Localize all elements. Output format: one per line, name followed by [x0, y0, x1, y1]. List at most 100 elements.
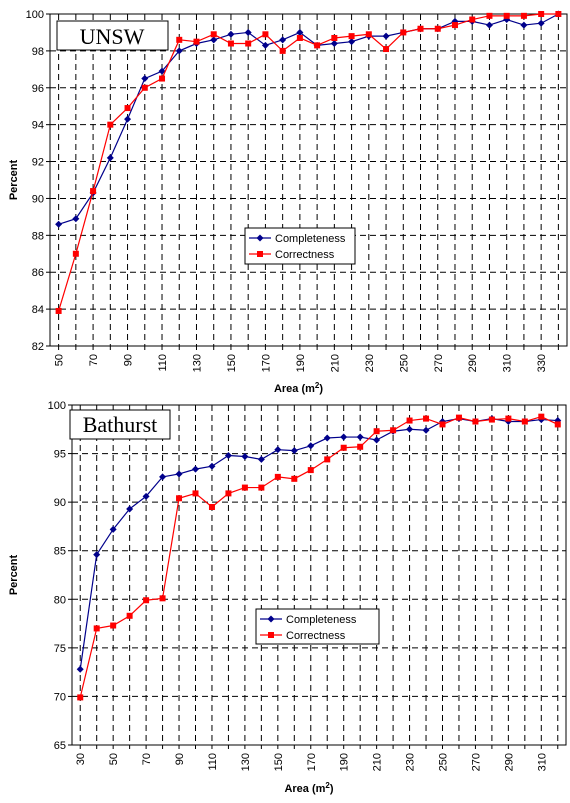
point-completeness — [208, 463, 215, 470]
point-correctness — [258, 485, 264, 491]
point-correctness — [357, 444, 363, 450]
point-completeness — [72, 215, 79, 222]
point-correctness — [407, 418, 413, 424]
y-tick-label: 65 — [54, 740, 66, 752]
point-correctness — [73, 251, 79, 257]
legend-marker — [268, 632, 274, 638]
y-tick-label: 95 — [54, 449, 66, 461]
point-correctness — [341, 445, 347, 451]
x-tick-label: 70 — [88, 354, 100, 366]
y-tick-label: 88 — [32, 230, 44, 242]
point-correctness — [538, 414, 544, 420]
y-tick-label: 82 — [32, 341, 44, 353]
x-tick-label: 230 — [405, 753, 417, 771]
x-tick-label: 310 — [536, 753, 548, 771]
point-completeness — [520, 22, 527, 29]
point-correctness — [486, 13, 492, 19]
point-correctness — [209, 504, 215, 510]
y-tick-label: 85 — [54, 546, 66, 558]
y-tick-label: 75 — [54, 643, 66, 655]
point-correctness — [505, 416, 511, 422]
y-tick-label: 80 — [54, 594, 66, 606]
y-tick-label: 90 — [54, 497, 66, 509]
x-tick-label: 210 — [372, 753, 384, 771]
point-completeness — [258, 456, 265, 463]
point-correctness — [225, 490, 231, 496]
point-correctness — [56, 308, 62, 314]
point-completeness — [348, 38, 355, 45]
y-tick-label: 94 — [32, 120, 44, 132]
x-tick-label: 130 — [240, 753, 252, 771]
point-correctness — [374, 428, 380, 434]
x-tick-label: 330 — [536, 354, 548, 372]
point-correctness — [489, 417, 495, 423]
point-completeness — [124, 116, 131, 123]
point-correctness — [538, 11, 544, 17]
point-completeness — [93, 551, 100, 558]
x-tick-label: 250 — [438, 753, 450, 771]
y-tick-label: 70 — [54, 691, 66, 703]
point-completeness — [373, 436, 380, 443]
legend: Completeness Correctness — [245, 228, 355, 264]
x-axis-label: Area (m2) — [284, 781, 333, 795]
point-completeness — [141, 75, 148, 82]
x-tick-label: 90 — [123, 354, 135, 366]
point-correctness — [245, 41, 251, 47]
point-correctness — [90, 188, 96, 194]
legend-label-correctness: Correctness — [275, 249, 335, 261]
y-tick-label: 100 — [26, 9, 44, 21]
x-tick-label: 70 — [141, 753, 153, 765]
point-correctness — [176, 495, 182, 501]
x-tick-label: 290 — [467, 354, 479, 372]
point-completeness — [176, 470, 183, 477]
point-completeness — [210, 36, 217, 43]
point-correctness — [314, 42, 320, 48]
point-completeness — [331, 40, 338, 47]
point-completeness — [357, 434, 364, 441]
y-tick-label: 86 — [32, 267, 44, 279]
x-tick-label: 190 — [295, 354, 307, 372]
point-correctness — [297, 35, 303, 41]
point-correctness — [383, 46, 389, 52]
point-correctness — [193, 490, 199, 496]
point-completeness — [192, 466, 199, 473]
point-correctness — [143, 597, 149, 603]
point-correctness — [160, 595, 166, 601]
x-tick-label: 190 — [339, 753, 351, 771]
chart-panel-unsw: 82 84 86 88 90 92 94 96 98 100 50 70 90 110 130 150 170 1… — [8, 9, 567, 395]
point-completeness — [423, 427, 430, 434]
point-correctness — [435, 26, 441, 32]
point-completeness — [383, 33, 390, 40]
x-tick-label: 270 — [433, 354, 445, 372]
point-completeness — [406, 426, 413, 433]
x-tick-label: 230 — [364, 354, 376, 372]
x-tick-label: 250 — [398, 354, 410, 372]
x-tick-label: 110 — [157, 354, 169, 372]
legend-label-completeness: Completeness — [275, 233, 346, 245]
point-correctness — [555, 421, 561, 427]
y-tick-label: 84 — [32, 304, 44, 316]
x-tick-label: 210 — [329, 354, 341, 372]
point-correctness — [107, 122, 113, 128]
legend-label-correctness: Correctness — [286, 630, 346, 642]
point-completeness — [225, 452, 232, 459]
legend-label-completeness: Completeness — [286, 614, 357, 626]
y-axis-label: Percent — [8, 554, 20, 595]
x-axis-label: Area (m2) — [274, 381, 323, 395]
point-correctness — [331, 35, 337, 41]
x-tick-label: 270 — [470, 753, 482, 771]
point-correctness — [452, 22, 458, 28]
x-tick-label: 110 — [207, 753, 219, 771]
point-correctness — [280, 48, 286, 54]
y-tick-label: 90 — [32, 193, 44, 205]
point-correctness — [423, 416, 429, 422]
point-correctness — [262, 31, 268, 37]
point-correctness — [349, 33, 355, 39]
point-correctness — [418, 26, 424, 32]
point-correctness — [159, 76, 165, 82]
point-completeness — [538, 20, 545, 27]
x-tick-label: 30 — [75, 753, 87, 765]
point-correctness — [291, 476, 297, 482]
point-completeness — [274, 446, 281, 453]
